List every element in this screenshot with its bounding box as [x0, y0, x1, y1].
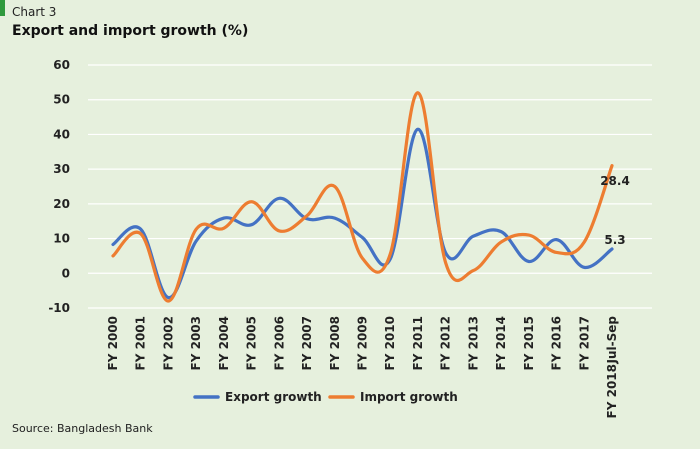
chart-number: Chart 3	[12, 5, 57, 19]
x-tick-label: FY 2004	[217, 316, 231, 370]
x-tick-label-line: Jul-Sep	[605, 316, 619, 365]
x-tick-label: FY 2006	[272, 316, 286, 370]
x-tick-label: FY 2005	[245, 316, 259, 370]
export-growth-line	[111, 127, 614, 300]
x-tick-label-text: FY 2012	[439, 316, 453, 370]
x-tick-label: FY 2002	[161, 316, 175, 370]
x-axis-ticks: FY 2000 FY 2001 FY 2002 FY 2003 FY 2004 FY 20…	[106, 316, 619, 419]
x-tick-label: FY 2013	[466, 316, 480, 370]
data-labels: 28.4 5.3	[600, 174, 630, 247]
x-tick-label-text: FY 2005	[245, 316, 259, 370]
x-tick-label: FY 2007	[300, 316, 314, 370]
x-tick-label: FY 2010	[383, 316, 397, 370]
x-tick-label-text: FY 2014	[494, 316, 508, 370]
legend-label: Import growth	[360, 390, 458, 404]
grid-lines	[88, 64, 652, 309]
x-tick-label-text: FY 2000	[106, 316, 120, 370]
x-tick-label-text: FY 2017	[577, 316, 591, 370]
x-tick-label: FY 2012	[439, 316, 453, 370]
x-tick-label-text: FY 2015	[522, 316, 536, 370]
x-tick-label-text: FY 2006	[272, 316, 286, 370]
y-tick-label: 20	[53, 197, 70, 211]
x-tick-label: FY 2011	[411, 316, 425, 370]
y-tick-label: 40	[53, 127, 70, 141]
x-tick-label: FY 2014	[494, 316, 508, 370]
x-tick-label: FY 2003	[189, 316, 203, 370]
data-label: 5.3	[604, 233, 625, 247]
y-tick-label: 60	[53, 58, 70, 72]
x-tick-label: FY 2009	[356, 316, 370, 370]
x-tick-label: FY 2008	[328, 316, 342, 370]
x-tick-label-line: FY 2018	[605, 364, 619, 418]
accent-bar	[0, 0, 5, 16]
x-tick-label-text: FY 2008	[328, 316, 342, 370]
y-tick-label: 0	[62, 266, 70, 280]
data-label: 28.4	[600, 174, 630, 188]
x-tick-label-text: FY 2002	[161, 316, 175, 370]
x-tick-label-text: FY 2013	[466, 316, 480, 370]
x-tick-label-text: FY 2004	[217, 316, 231, 370]
x-tick-label-text: FY 2016	[550, 316, 564, 370]
x-tick-label-text: FY 2009	[356, 316, 370, 370]
x-tick-label-text: FY 2003	[189, 316, 203, 370]
legend: Export growth Import growth	[193, 390, 458, 404]
x-tick-label: FY 2016	[550, 316, 564, 370]
x-tick-label: FY 2001	[134, 316, 148, 370]
legend-label: Export growth	[225, 390, 322, 404]
y-tick-label: -10	[48, 301, 70, 315]
x-tick-label-text: FY 2007	[300, 316, 314, 370]
y-tick-label: 30	[53, 162, 70, 176]
y-tick-label: 10	[53, 232, 70, 246]
import-growth-line	[111, 91, 614, 303]
y-tick-label: 50	[53, 93, 70, 107]
x-tick-label-text: FY 2010	[383, 316, 397, 370]
x-tick-label: FY 2017	[577, 316, 591, 370]
chart-title: Export and import growth (%)	[12, 23, 249, 39]
series-lines	[111, 91, 614, 303]
source-note: Source: Bangladesh Bank	[12, 422, 153, 435]
x-tick-label-text: FY 2011	[411, 316, 425, 370]
x-tick-label: FY 2000	[106, 316, 120, 370]
y-axis-ticks: 60 50 40 30 20 10 0 -10	[48, 58, 70, 315]
x-tick-label: FY 2015	[522, 316, 536, 370]
x-tick-label-text: FY 2001	[134, 316, 148, 370]
